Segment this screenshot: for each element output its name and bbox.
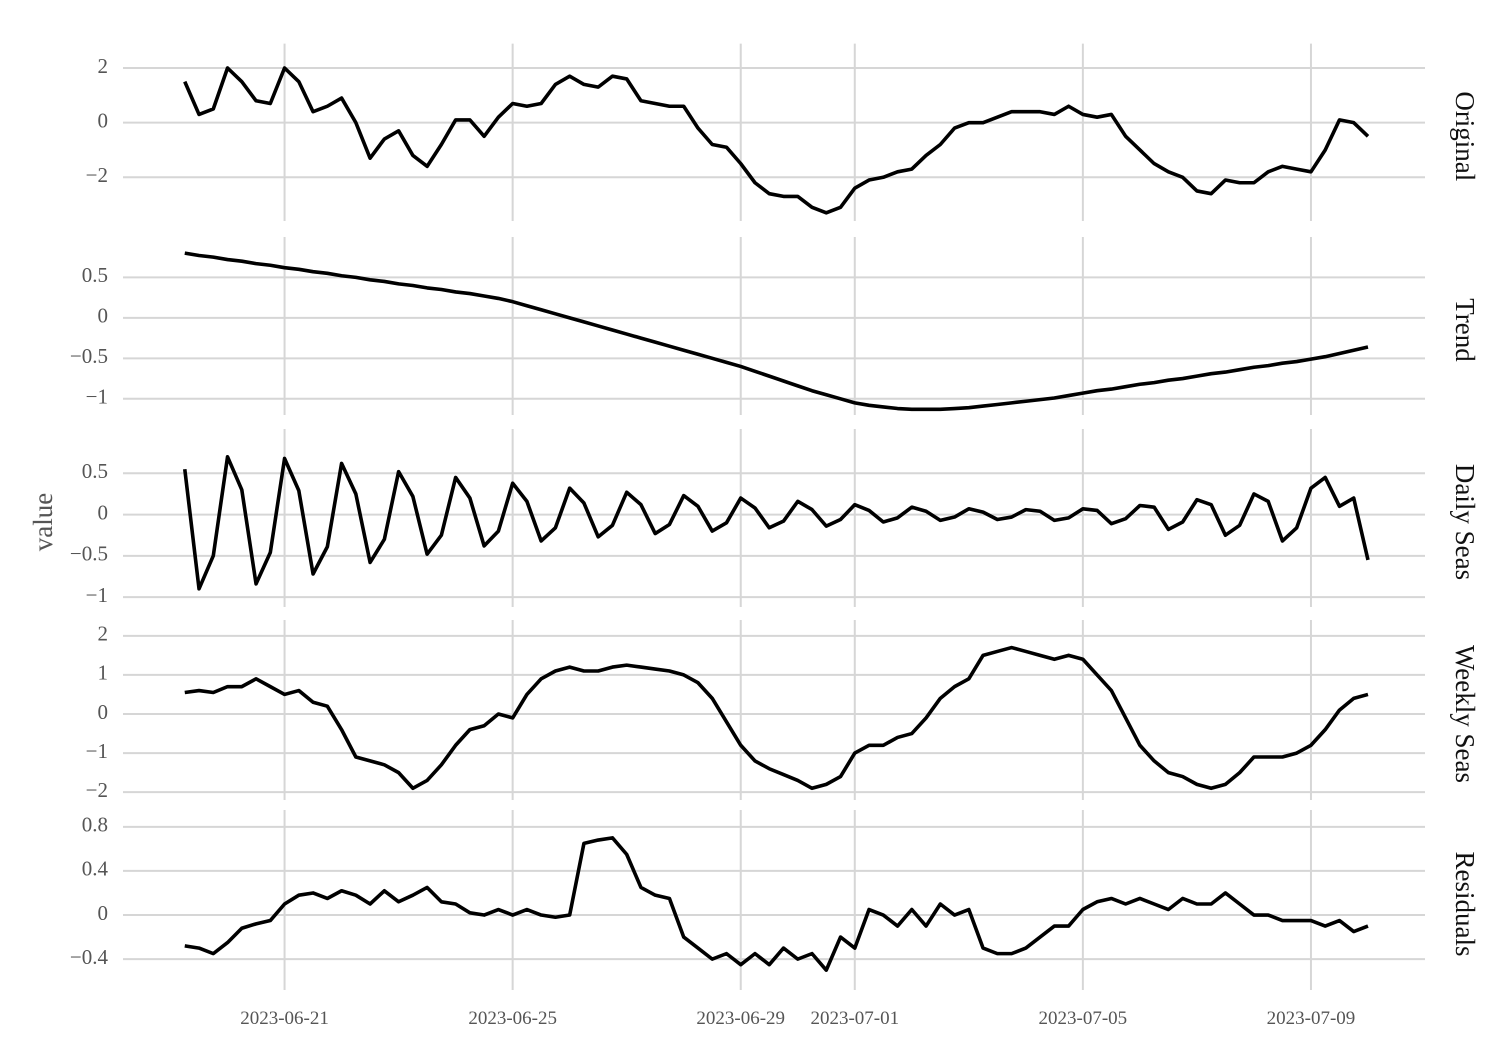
y-tick-label: 0 bbox=[98, 901, 109, 925]
x-tick-label: 2023-06-29 bbox=[696, 1008, 785, 1029]
y-tick-label: 1 bbox=[98, 661, 109, 685]
x-tick-label: 2023-07-09 bbox=[1267, 1008, 1356, 1029]
y-tick-label: −1 bbox=[86, 583, 108, 607]
y-tick-label: −1 bbox=[86, 739, 108, 763]
x-tick-label: 2023-06-25 bbox=[468, 1008, 557, 1029]
y-tick-label: 0 bbox=[98, 700, 109, 724]
y-tick-label: 0 bbox=[98, 500, 109, 524]
y-tick-label: −0.5 bbox=[70, 344, 108, 368]
y-tick-label: −2 bbox=[86, 778, 108, 802]
facet-label: Original bbox=[1450, 91, 1480, 181]
x-tick-label: 2023-07-05 bbox=[1039, 1008, 1128, 1029]
series-line bbox=[184, 251, 1369, 412]
series-line bbox=[184, 836, 1369, 972]
facet-label: Residuals bbox=[1450, 852, 1480, 957]
facet-label: Daily Seas bbox=[1450, 464, 1480, 580]
y-tick-label: 0 bbox=[98, 304, 109, 328]
y-tick-label: −2 bbox=[86, 163, 108, 187]
y-tick-label: 2 bbox=[98, 622, 109, 646]
y-tick-label: 0.5 bbox=[82, 263, 108, 287]
y-tick-label: 0 bbox=[98, 108, 109, 132]
y-tick-label: −1 bbox=[86, 385, 108, 409]
y-tick-label: −0.4 bbox=[70, 945, 109, 969]
y-tick-label: 0.5 bbox=[82, 459, 108, 483]
series-line bbox=[182, 455, 1370, 591]
series-line bbox=[183, 66, 1370, 215]
facet-label: Trend bbox=[1450, 298, 1480, 362]
facet-label: Weekly Seas bbox=[1450, 645, 1480, 783]
y-tick-label: 0.4 bbox=[82, 857, 109, 881]
y-tick-label: 0.8 bbox=[82, 813, 108, 837]
y-axis-label: value bbox=[28, 493, 58, 551]
y-tick-label: 2 bbox=[98, 54, 109, 78]
x-tick-label: 2023-07-01 bbox=[810, 1008, 899, 1029]
series-line bbox=[184, 645, 1369, 791]
x-tick-label: 2023-06-21 bbox=[240, 1008, 329, 1029]
y-tick-label: −0.5 bbox=[70, 542, 108, 566]
